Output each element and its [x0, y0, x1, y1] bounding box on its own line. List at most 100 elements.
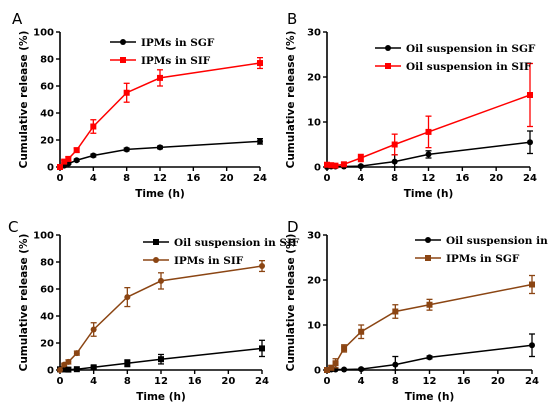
data-point [328, 162, 335, 169]
x-tick-label: 8 [391, 173, 398, 184]
data-point [257, 60, 263, 67]
x-tick-label: 4 [358, 376, 365, 387]
x-axis-label: Time (h) [135, 188, 185, 200]
x-axis-label: Time (h) [405, 391, 455, 403]
x-tick-label: 0 [57, 376, 64, 387]
panel-label: C [8, 218, 18, 236]
legend-entry: IPMs in SGF [415, 253, 520, 265]
data-point [90, 123, 97, 130]
x-tick-label: 4 [357, 173, 364, 184]
data-point [529, 342, 535, 349]
legend-marker [120, 57, 126, 63]
data-point [57, 367, 63, 373]
data-point [529, 281, 535, 288]
x-tick-label: 0 [324, 173, 331, 184]
y-axis-label: Cumulative release (%) [18, 31, 30, 169]
x-axis-label: Time (h) [404, 188, 454, 200]
x-tick-label: 8 [123, 173, 130, 184]
x-tick-label: 0 [324, 376, 331, 387]
data-point [124, 294, 131, 301]
panel-label: B [287, 10, 297, 28]
data-point [357, 155, 364, 161]
data-point [392, 361, 399, 368]
legend-label: Oil suspension in SIF [406, 61, 532, 73]
x-tick-label: 12 [153, 173, 167, 184]
y-tick-label: 100 [33, 28, 54, 39]
y-tick-label: 10 [307, 321, 321, 332]
legend-entry: Oil suspension in SGF [415, 235, 550, 247]
data-point [73, 157, 80, 164]
x-tick-label: 16 [186, 173, 200, 184]
data-point [425, 128, 432, 135]
x-tick-label: 12 [423, 376, 437, 387]
x-tick-label: 20 [220, 173, 234, 184]
series-1 [57, 339, 265, 373]
y-tick-label: 30 [307, 28, 321, 39]
y-tick-label: 20 [40, 136, 54, 147]
legend-label: Oil suspension in SGF [406, 43, 536, 55]
data-point [73, 366, 80, 373]
data-point [426, 301, 433, 308]
series-1 [57, 137, 263, 170]
legend-entry: Oil suspension in SIF [375, 61, 532, 73]
data-point [332, 162, 339, 169]
y-tick-label: 80 [40, 55, 54, 66]
data-point [341, 366, 348, 373]
y-tick-label: 0 [314, 366, 321, 377]
data-point [61, 366, 68, 373]
data-point [65, 155, 72, 162]
x-tick-label: 0 [57, 173, 64, 184]
data-point [259, 263, 265, 270]
x-tick-label: 12 [154, 376, 168, 387]
data-point [158, 277, 164, 284]
data-point [527, 92, 533, 98]
x-tick-label: 8 [124, 376, 131, 387]
y-tick-label: 10 [307, 118, 321, 129]
y-tick-label: 20 [40, 339, 54, 350]
y-tick-label: 60 [40, 82, 54, 93]
y-tick-label: 0 [47, 366, 54, 377]
legend-entry: Oil suspension in SIF [143, 237, 300, 249]
data-point [426, 354, 433, 361]
panel-label: A [12, 10, 23, 28]
data-point [328, 364, 335, 371]
x-tick-label: 8 [392, 376, 399, 387]
data-point [157, 144, 163, 151]
data-point [57, 164, 63, 170]
x-tick-label: 20 [221, 376, 235, 387]
data-point [425, 151, 432, 158]
x-tick-label: 20 [489, 173, 503, 184]
data-point [73, 147, 80, 154]
x-tick-label: 16 [188, 376, 202, 387]
data-point [324, 161, 330, 168]
x-tick-label: 24 [255, 376, 269, 387]
data-point [392, 308, 399, 315]
data-point [391, 158, 398, 165]
y-tick-label: 0 [314, 163, 321, 174]
legend-entry: IPMs in SIF [143, 255, 244, 267]
data-point [341, 345, 348, 352]
x-tick-label: 20 [491, 376, 505, 387]
series-1 [324, 333, 535, 373]
x-tick-label: 12 [422, 173, 436, 184]
data-point [357, 163, 364, 170]
x-tick-label: 24 [523, 173, 537, 184]
chart-panel-c: C 0 20 40 60 80 100 0 4 8 12 16 20 24 Time (h) Cumulati… [8, 218, 300, 403]
data-point [158, 356, 164, 363]
data-point [90, 364, 97, 371]
data-point [324, 367, 330, 373]
y-axis-label: Cumulative release (%) [285, 234, 297, 372]
series-2 [324, 62, 533, 169]
x-tick-label: 4 [90, 173, 97, 184]
data-point [332, 360, 339, 367]
chart-panel-b: B 0 10 20 30 0 4 8 12 16 20 24 Time (h) Cumulative re… [285, 10, 537, 200]
legend-marker [385, 45, 391, 51]
y-tick-label: 100 [33, 231, 54, 242]
data-point [90, 152, 97, 159]
data-point [123, 89, 130, 96]
series-2 [57, 259, 265, 373]
data-point [61, 158, 68, 165]
x-tick-label: 24 [525, 376, 539, 387]
data-point [73, 350, 80, 357]
